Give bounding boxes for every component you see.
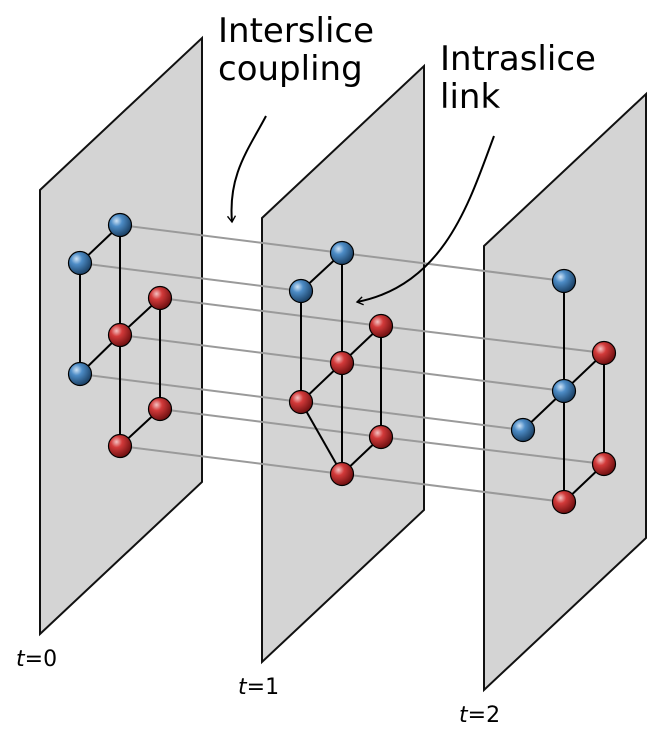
nodes-t0 bbox=[67, 212, 173, 459]
coupling-line bbox=[159, 408, 382, 438]
coupling-line bbox=[380, 436, 605, 465]
red-node bbox=[288, 389, 314, 415]
red-node bbox=[368, 313, 394, 339]
interslice-couplings bbox=[79, 224, 605, 503]
coupling-line bbox=[159, 297, 382, 327]
slice-label-t1: t=1 bbox=[238, 676, 279, 700]
intraslice-link-label: Intraslice link bbox=[440, 39, 596, 117]
red-node bbox=[147, 396, 173, 422]
red-node bbox=[107, 322, 133, 348]
coupling-line bbox=[380, 325, 605, 354]
coupling-line bbox=[79, 262, 302, 292]
blue-node bbox=[551, 268, 577, 294]
red-node bbox=[329, 461, 355, 487]
coupling-line bbox=[119, 224, 343, 254]
slice-label-t0: t=0 bbox=[16, 648, 57, 672]
nodes-t2 bbox=[510, 268, 617, 515]
time-variable: t bbox=[16, 647, 25, 672]
slice-label-t2: t=2 bbox=[459, 704, 500, 728]
coupling-line bbox=[119, 334, 343, 364]
time-variable: t bbox=[459, 703, 468, 728]
red-node bbox=[591, 340, 617, 366]
coupling-line bbox=[341, 252, 565, 282]
coupling-line bbox=[341, 473, 565, 503]
interslice-coupling-label: Interslice coupling bbox=[218, 11, 375, 89]
blue-node bbox=[551, 378, 577, 404]
intraslice-arrow bbox=[355, 135, 495, 306]
time-variable: t bbox=[238, 675, 247, 700]
time-value: =0 bbox=[24, 647, 58, 672]
blue-node bbox=[329, 240, 355, 266]
blue-node bbox=[288, 278, 314, 304]
interslice-arrow bbox=[226, 115, 267, 224]
red-node bbox=[107, 433, 133, 459]
nodes-t1 bbox=[288, 240, 394, 487]
red-node bbox=[551, 489, 577, 515]
coupling-line bbox=[79, 373, 302, 403]
red-node bbox=[147, 285, 173, 311]
red-node bbox=[591, 451, 617, 477]
time-value: =1 bbox=[246, 675, 280, 700]
coupling-line bbox=[300, 401, 524, 431]
blue-node bbox=[67, 361, 93, 387]
blue-node bbox=[67, 250, 93, 276]
time-value: =2 bbox=[467, 703, 501, 728]
coupling-line bbox=[341, 362, 565, 392]
coupling-line bbox=[119, 445, 343, 475]
edge-line bbox=[300, 401, 343, 475]
blue-node bbox=[107, 212, 133, 238]
blue-node bbox=[510, 417, 536, 443]
red-node bbox=[329, 350, 355, 376]
red-node bbox=[368, 424, 394, 450]
